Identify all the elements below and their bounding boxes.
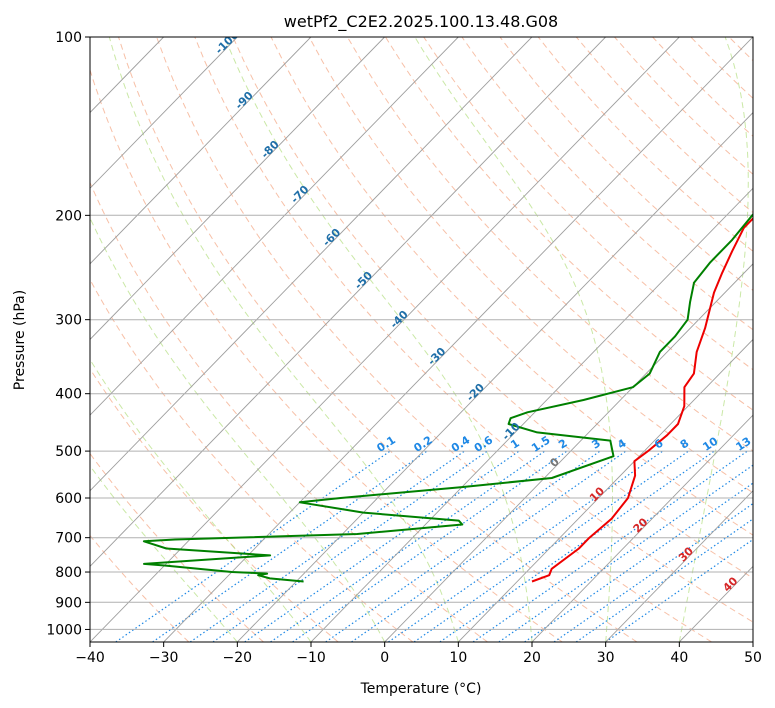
isotherm-line [605, 490, 753, 642]
profile-lines [142, 212, 753, 583]
y-tick-label: 500 [55, 444, 82, 460]
x-tick-label: −20 [223, 650, 253, 666]
x-tick-label: 10 [449, 650, 467, 666]
dry-adiabat-line [308, 37, 753, 494]
x-tick-label: 50 [744, 650, 762, 666]
plot-area: 0.10.20.40.611.52346810131620253036-100-… [90, 37, 753, 642]
dry-adiabat-line [90, 181, 488, 642]
isotherm-line [90, 37, 680, 642]
isotherm-line [90, 37, 533, 492]
y-tick-label: 1000 [46, 622, 82, 638]
x-tick-label: 30 [597, 650, 615, 666]
temperature-profile-line [531, 216, 753, 583]
chart-title: wetPf2_C2E2.2025.100.13.48.G08 [284, 12, 558, 32]
y-axis: 100 200 300 400 500 600 700 800 900 1000 [46, 30, 90, 638]
y-tick-label: 200 [55, 208, 82, 224]
isotherm-line [531, 414, 753, 642]
dry-adiabat-line [90, 368, 339, 642]
x-tick-label: 20 [523, 650, 541, 666]
dry-adiabat-line [90, 452, 264, 642]
dry-adiabat-line [118, 37, 638, 642]
isotherm-line [90, 37, 385, 341]
dry-adiabat-line [194, 37, 753, 623]
isotherm-line [163, 37, 753, 642]
x-tick-label: −10 [296, 650, 326, 666]
y-tick-label: 300 [55, 313, 82, 329]
moist-adiabat-line [108, 37, 459, 642]
isotherm-line [384, 263, 753, 642]
isotherm-line [236, 111, 753, 642]
moist-adiabat-line [224, 37, 533, 642]
x-tick-label: −40 [75, 650, 105, 666]
x-axis-label: Temperature (°C) [360, 681, 482, 697]
y-tick-label: 600 [55, 491, 82, 507]
moist-adiabat-line [678, 37, 749, 642]
y-tick-label: 400 [55, 387, 82, 403]
dry-adiabat-line [232, 37, 753, 579]
dewpoint-profile-line [142, 212, 753, 583]
y-tick-label: 100 [55, 30, 82, 46]
x-tick-label: 0 [380, 650, 389, 666]
y-tick-label: 700 [55, 531, 82, 547]
grid-lines [90, 37, 753, 642]
isotherm-line [90, 37, 459, 416]
plot-frame [89, 36, 754, 643]
x-tick-label: −30 [149, 650, 179, 666]
y-tick-label: 900 [55, 595, 82, 611]
x-axis: −40 −30 −20 −10 0 10 20 30 40 50 [75, 642, 762, 666]
moist-adiabat-line [90, 216, 386, 642]
y-tick-label: 800 [55, 565, 82, 581]
x-tick-label: 40 [670, 650, 688, 666]
isotherm-line [90, 37, 312, 265]
isotherm-line [90, 37, 238, 189]
y-axis-label: Pressure (hPa) [12, 290, 28, 390]
dry-adiabat-line [90, 68, 563, 642]
isotherm-line [90, 37, 606, 567]
isotherm-line [310, 187, 753, 642]
dry-adiabat-line [346, 37, 753, 452]
moist-adiabat-line [414, 37, 613, 642]
moist-adiabat-line [90, 465, 238, 642]
